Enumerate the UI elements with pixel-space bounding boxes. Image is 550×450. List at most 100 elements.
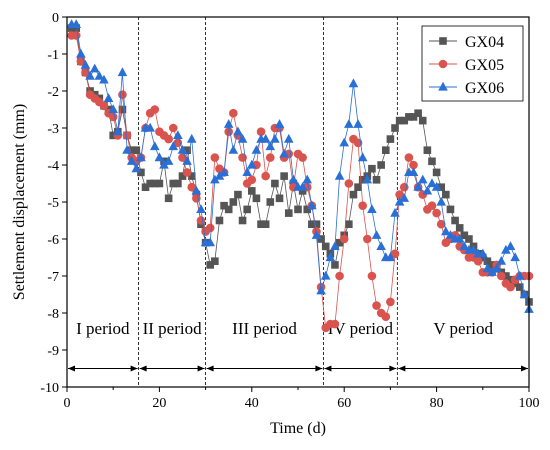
data-point (159, 159, 169, 169)
data-point (316, 285, 326, 295)
data-point (451, 216, 459, 225)
data-point (233, 126, 243, 136)
data-point (325, 252, 336, 262)
legend-label: GX05 (465, 57, 504, 74)
data-point (256, 127, 266, 136)
legend-label: GX06 (465, 80, 504, 97)
data-point (99, 74, 109, 84)
data-point (460, 231, 469, 240)
data-point (454, 233, 465, 243)
data-point (438, 81, 448, 91)
data-point (514, 270, 525, 280)
data-point (187, 172, 196, 180)
period-label: III period (232, 319, 297, 338)
data-point (483, 257, 492, 265)
data-point (229, 198, 238, 206)
data-point (368, 164, 376, 173)
data-point (437, 183, 446, 191)
data-point (330, 319, 340, 329)
data-point (344, 119, 354, 128)
data-point (408, 167, 419, 176)
data-point (150, 105, 160, 114)
data-point (109, 131, 117, 140)
data-point (362, 174, 373, 184)
data-point (186, 133, 197, 143)
legend-entry: GX04 (429, 34, 504, 51)
data-point (502, 272, 510, 280)
data-point (438, 59, 448, 69)
data-point (85, 71, 95, 80)
y-tick-label: -10 (40, 381, 59, 396)
data-point (339, 234, 349, 244)
data-point (496, 271, 506, 281)
data-point (145, 122, 155, 132)
data-point (265, 141, 276, 151)
data-point (358, 201, 367, 210)
y-axis-title: Settlement displacement (mm) (11, 104, 28, 300)
data-point (413, 182, 423, 191)
data-point (331, 261, 339, 269)
data-point (339, 137, 349, 147)
data-point (136, 152, 146, 162)
data-point (191, 185, 202, 195)
data-point (280, 172, 288, 180)
period-label: II period (143, 319, 203, 338)
data-point (219, 167, 229, 176)
data-point (154, 152, 165, 162)
data-point (432, 208, 441, 218)
data-point (274, 119, 285, 128)
data-point (422, 185, 433, 195)
data-point (496, 256, 507, 265)
period-label: I period (76, 319, 130, 338)
arrow-head-left (398, 365, 406, 372)
data-point (358, 176, 367, 184)
data-point (132, 146, 141, 154)
data-point (427, 201, 437, 210)
data-point (215, 216, 224, 225)
data-point (220, 201, 228, 210)
data-point (211, 257, 219, 265)
data-point (206, 261, 215, 269)
data-point (113, 126, 123, 136)
axes: 0 20 40 60 80 100 0 -1 -2 -3 -4 -5 -6 -7 -8 -9 -10 Time (… (11, 11, 540, 437)
data-point (488, 261, 496, 269)
data-point (506, 282, 515, 292)
data-point (432, 168, 441, 177)
arrow-head-right (197, 365, 205, 372)
arrow-head-left (68, 365, 75, 372)
data-point (146, 179, 154, 188)
data-point (302, 174, 313, 184)
data-point (237, 133, 248, 143)
data-point (381, 146, 390, 154)
data-point (94, 71, 105, 80)
data-point (279, 148, 289, 158)
data-point (283, 133, 294, 143)
data-point (182, 156, 192, 165)
data-point (205, 223, 215, 233)
data-point (252, 194, 261, 203)
data-point (234, 190, 242, 199)
data-point (164, 134, 173, 144)
data-point (210, 153, 220, 162)
data-point (168, 123, 178, 133)
data-point (168, 141, 179, 151)
data-point (103, 93, 114, 102)
data-point (173, 130, 183, 139)
data-point (261, 171, 270, 181)
data-point (108, 112, 118, 122)
data-point (390, 207, 400, 217)
data-point (345, 220, 353, 228)
data-point (271, 179, 279, 188)
data-point (431, 182, 442, 191)
data-point (321, 242, 330, 251)
data-point (390, 249, 400, 259)
data-point (376, 241, 386, 250)
data-point (118, 90, 127, 99)
data-point (284, 209, 293, 217)
data-point (298, 187, 307, 195)
data-point (131, 163, 142, 173)
period-label: V period (433, 319, 493, 338)
data-point (436, 219, 446, 229)
series-gx05 (67, 31, 534, 333)
